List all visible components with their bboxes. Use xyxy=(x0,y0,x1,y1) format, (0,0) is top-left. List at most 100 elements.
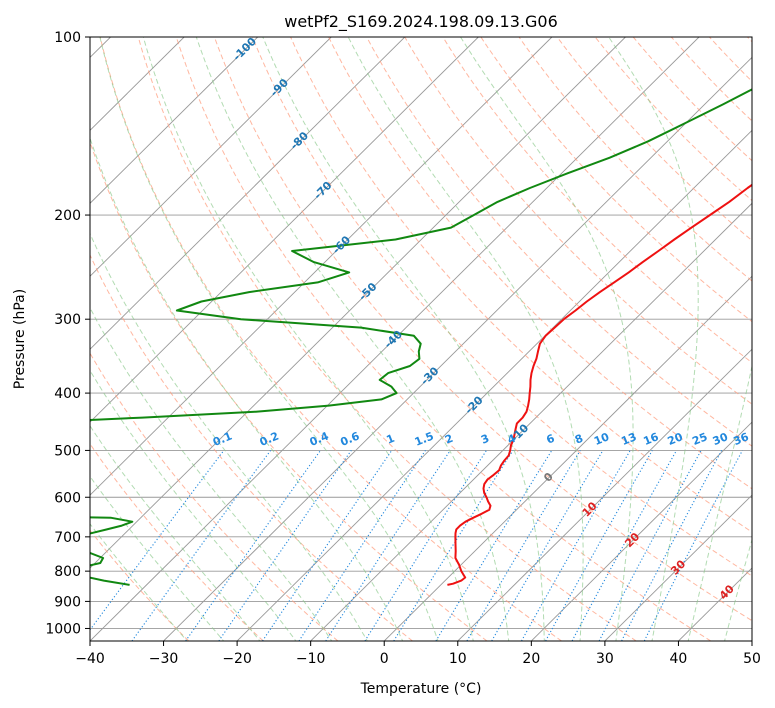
dry-adiabat-line xyxy=(328,37,752,490)
isotherm-line xyxy=(457,348,752,641)
y-tick-label: 400 xyxy=(54,386,81,402)
moist-adiabat-line xyxy=(687,363,752,641)
moist-adiabat-line xyxy=(262,37,545,641)
dry-adiabat-line xyxy=(90,253,413,641)
y-tick-label: 200 xyxy=(54,208,81,224)
dry-adiabat-line xyxy=(175,37,712,641)
mixing-ratio-line xyxy=(325,450,451,641)
moist-adiabat-line xyxy=(90,475,225,641)
y-tick-label: 600 xyxy=(54,490,81,506)
isotherm-line xyxy=(90,37,406,350)
y-axis-title: Pressure (hPa) xyxy=(12,289,28,389)
isotherm-line xyxy=(751,640,752,641)
isotherm-line xyxy=(90,37,700,641)
mixing-ratio-line xyxy=(218,450,352,641)
chart-title: wetPf2_S169.2024.198.09.13.G06 xyxy=(284,12,558,32)
isotherm-line xyxy=(90,37,479,423)
moist-adiabat-line xyxy=(90,136,404,641)
mixing-ratio-line xyxy=(491,450,604,641)
mixing-ratio-label: 25 xyxy=(690,430,709,448)
x-tick-label: 20 xyxy=(522,651,540,667)
isotherm-line xyxy=(236,129,752,641)
plot-frame xyxy=(89,36,753,642)
dry-adiabat-line xyxy=(556,37,752,242)
mixing-ratio-label: 8 xyxy=(573,432,585,447)
dry-adiabat-line xyxy=(442,37,752,364)
dry-adiabat-line xyxy=(252,37,752,577)
dry-adiabat-line xyxy=(90,140,488,641)
isotherm-lines xyxy=(90,37,752,641)
mixing-ratio-label: 16 xyxy=(641,430,660,448)
mixing-ratio-line xyxy=(185,450,321,641)
moist-adiabats xyxy=(90,37,752,641)
isotherm-line xyxy=(90,37,259,204)
moist-adiabat-line xyxy=(142,37,474,641)
mixing-ratio-lines xyxy=(90,450,743,641)
moist-adiabat-line xyxy=(460,37,634,641)
moist-adiabat-line xyxy=(99,37,439,641)
isotherm-line xyxy=(310,202,752,641)
dry-adiabat-line xyxy=(518,37,752,282)
y-axis-ticks: 100 200 300 400 500 600 700 800 900 1000 xyxy=(45,30,90,637)
mixing-ratio-label: 10 xyxy=(592,430,611,448)
sounding-series xyxy=(90,88,752,586)
isotherm-line xyxy=(90,37,553,496)
moist-adiabat-line xyxy=(90,232,368,641)
x-tick-label: 10 xyxy=(449,651,467,667)
dry-adiabat-line xyxy=(366,37,752,447)
isotherm-line xyxy=(531,421,752,641)
moist-adiabat-line xyxy=(90,424,261,641)
isobar-gridlines xyxy=(90,37,752,629)
isotherm-line xyxy=(163,56,752,641)
x-tick-label: −30 xyxy=(149,651,179,667)
x-tick-label: −20 xyxy=(222,651,252,667)
mixing-ratio-label: 2 xyxy=(443,432,455,447)
x-tick-label: −10 xyxy=(296,651,326,667)
moist-adiabat-line xyxy=(608,37,699,641)
dry-adiabat-line xyxy=(290,37,752,533)
dewpoint-line xyxy=(90,88,752,586)
mixing-ratio-label: 3 xyxy=(479,432,491,447)
y-tick-label: 300 xyxy=(54,312,81,328)
y-tick-label: 500 xyxy=(54,443,81,459)
dry-adiabat-line xyxy=(213,37,752,622)
x-tick-label: 40 xyxy=(670,651,688,667)
mixing-ratio-line xyxy=(466,450,581,641)
y-tick-label: 700 xyxy=(54,530,81,546)
x-axis-ticks: −40 −30 −20 −10 0 10 20 30 40 50 xyxy=(75,641,761,667)
moist-adiabat-line xyxy=(724,537,752,641)
x-tick-label: 0 xyxy=(380,651,389,667)
x-tick-label: −40 xyxy=(75,651,105,667)
mixing-ratio-label: 20 xyxy=(666,430,685,448)
moist-adiabat-line xyxy=(90,306,333,641)
y-tick-label: 1000 xyxy=(45,621,81,637)
mixing-ratio-line xyxy=(364,450,487,641)
mixing-ratio-line xyxy=(571,450,677,641)
x-axis-title: Temperature (°C) xyxy=(360,681,482,697)
dry-adiabat-line xyxy=(632,37,752,162)
mixing-ratio-line xyxy=(90,450,225,631)
y-tick-label: 800 xyxy=(54,564,81,580)
mixing-ratio-line xyxy=(298,450,426,641)
mixing-ratio-line xyxy=(262,450,393,641)
moist-adiabat-line xyxy=(195,37,510,641)
mixing-ratio-label: 13 xyxy=(619,430,638,448)
dry-adiabat-line xyxy=(137,37,637,641)
mixing-ratio-label: 30 xyxy=(711,430,730,448)
x-tick-label: 50 xyxy=(743,651,761,667)
dry-adiabat-line xyxy=(404,37,752,405)
mixing-ratio-line xyxy=(521,450,631,641)
moist-adiabat-line xyxy=(347,37,584,641)
isotherm-line xyxy=(383,275,752,641)
isotherm-line xyxy=(90,37,332,277)
mixing-ratio-line xyxy=(393,450,514,641)
y-tick-label: 900 xyxy=(54,594,81,610)
y-tick-label: 100 xyxy=(54,30,81,46)
temperature-line xyxy=(447,183,752,586)
isotherm-line xyxy=(604,494,752,641)
isotherm-line xyxy=(90,37,626,569)
mixing-ratio-label: 36 xyxy=(732,430,751,448)
x-tick-label: 30 xyxy=(596,651,614,667)
plot-area xyxy=(90,37,752,641)
